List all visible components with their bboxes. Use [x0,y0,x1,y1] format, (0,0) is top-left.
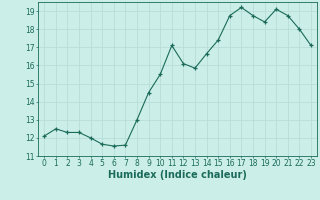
X-axis label: Humidex (Indice chaleur): Humidex (Indice chaleur) [108,170,247,180]
